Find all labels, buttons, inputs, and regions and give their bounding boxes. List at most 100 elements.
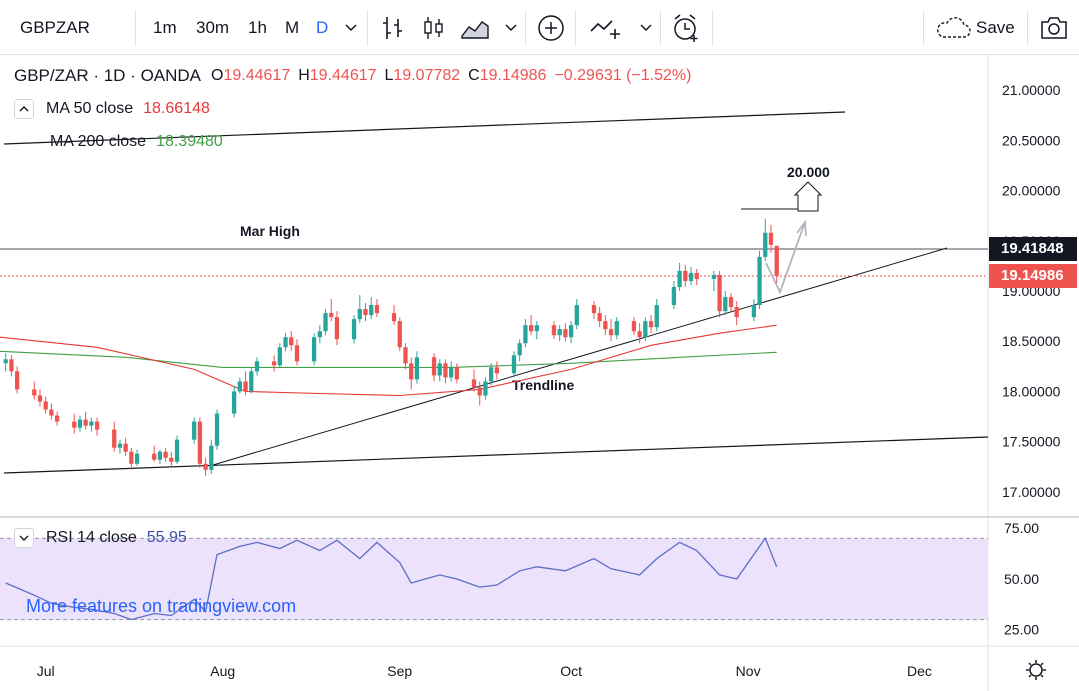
candle-up: [174, 439, 180, 462]
price-tick-label: 17.00000: [1002, 484, 1061, 500]
tradingview-link[interactable]: More features on tradingview.com: [26, 596, 297, 616]
toolbar-divider: [660, 10, 661, 46]
interval-1h-button[interactable]: 1h: [248, 17, 267, 37]
candle-up: [523, 325, 528, 344]
candle-down: [774, 245, 779, 276]
chevron-down-icon[interactable]: [640, 0, 652, 55]
rsi-axis[interactable]: 75.00 50.00 25.00: [1004, 520, 1039, 638]
rsi-legend[interactable]: RSI 14 close 55.95: [14, 528, 187, 548]
time-tick-label: Oct: [560, 663, 582, 679]
legend-change: −0.29631 (−1.52%): [554, 67, 692, 84]
trendline[interactable]: [212, 247, 948, 466]
time-tick-label: Aug: [210, 663, 235, 679]
chevron-down-icon[interactable]: [505, 0, 517, 55]
interval-30m-button[interactable]: 30m: [196, 17, 230, 37]
candle-down: [591, 305, 597, 314]
candle-up: [77, 419, 83, 428]
candle-up: [757, 256, 762, 306]
legend-high-label: H: [298, 67, 310, 84]
toolbar-divider: [712, 10, 713, 46]
legend-title: GBP/ZAR · 1D · OANDA: [14, 66, 202, 85]
alert-icon[interactable]: [671, 0, 701, 55]
price-tick-label: 20.50000: [1002, 132, 1061, 148]
candle-down: [597, 313, 602, 322]
bar-chart-icon[interactable]: [381, 0, 405, 55]
gear-icon[interactable]: [1026, 660, 1046, 680]
toolbar-divider: [923, 10, 924, 46]
compare-icon[interactable]: [589, 0, 623, 55]
candle-down: [409, 363, 414, 380]
candle-down: [443, 363, 448, 378]
candle-up: [677, 270, 682, 288]
candle-up: [437, 363, 442, 376]
candle-up: [483, 381, 488, 396]
candle-up: [232, 391, 237, 414]
candle-up: [311, 337, 317, 362]
candle-down: [477, 387, 482, 396]
ma50-legend[interactable]: MA 50 close 18.66148: [14, 99, 216, 119]
toolbar-divider: [525, 10, 526, 46]
chevron-down-icon[interactable]: [345, 0, 357, 55]
symbol-search-button[interactable]: GBPZAR: [20, 17, 90, 37]
candle-up: [517, 343, 522, 356]
candle-down: [49, 409, 54, 416]
candle-up: [89, 421, 94, 426]
cloud-save-icon[interactable]: [935, 0, 971, 55]
rsi-tick-label: 25.00: [1004, 622, 1039, 638]
camera-icon[interactable]: [1040, 0, 1068, 55]
time-tick-label: Dec: [907, 663, 932, 679]
price-tick-label: 21.00000: [1002, 82, 1061, 98]
candle-down: [329, 313, 334, 318]
target-arrow-icon: [793, 181, 823, 212]
candle-down: [551, 325, 557, 336]
interval-day-button[interactable]: D: [316, 17, 329, 37]
candle-up: [157, 451, 163, 460]
add-indicator-icon[interactable]: [537, 0, 565, 55]
toolbar-divider: [367, 10, 368, 46]
candle-down: [112, 429, 117, 448]
interval-1m-button[interactable]: 1m: [153, 17, 177, 37]
candle-up: [763, 232, 768, 257]
candle-down: [363, 309, 368, 316]
candle-down: [123, 443, 128, 452]
price-axis[interactable]: 21.0000020.5000020.0000019.5000019.00000…: [1002, 82, 1061, 500]
candle-chart-icon[interactable]: [422, 0, 446, 55]
candle-down: [72, 421, 77, 428]
price-tick-label: 18.50000: [1002, 333, 1061, 349]
candle-down: [374, 305, 380, 314]
chevron-up-icon: [19, 106, 29, 112]
last-price-tag: 19.14986: [989, 263, 1077, 288]
candle-up: [414, 357, 420, 380]
upper-channel-line[interactable]: [3, 111, 846, 145]
legend-close-label: C: [468, 67, 480, 84]
collapse-rsi-button[interactable]: [14, 528, 34, 548]
trendline-label: Trendline: [512, 377, 574, 393]
candle-down: [94, 421, 100, 430]
ma200-line: [0, 350, 777, 368]
area-chart-icon[interactable]: [460, 0, 490, 55]
rsi-label: RSI 14 close: [46, 529, 137, 546]
candle-down: [163, 451, 168, 458]
save-button[interactable]: Save: [976, 17, 1015, 37]
collapse-legend-button[interactable]: [14, 99, 34, 119]
candle-down: [728, 297, 734, 308]
candle-down: [734, 307, 739, 318]
candle-down: [471, 379, 477, 388]
time-axis[interactable]: Jul Aug Sep Oct Nov Dec: [37, 663, 932, 679]
candles: [3, 218, 779, 476]
candle-down: [243, 381, 248, 392]
rsi-tick-label: 75.00: [1004, 520, 1039, 536]
candle-down: [152, 453, 157, 460]
interval-month-button[interactable]: M: [285, 17, 300, 37]
ma200-legend[interactable]: MA 200 close 18.39480: [50, 133, 229, 151]
price-tick-label: 18.00000: [1002, 383, 1061, 399]
mar-high-label: Mar High: [240, 223, 300, 239]
lower-channel-line[interactable]: [3, 436, 989, 474]
price-chart[interactable]: 21.0000020.5000020.0000019.5000019.00000…: [0, 55, 1079, 691]
candle-down: [43, 401, 48, 410]
candle-up: [511, 355, 517, 374]
candle-down: [169, 457, 174, 462]
mar-high-price-tag: 19.41848: [989, 236, 1077, 261]
candle-down: [9, 359, 14, 372]
candle-up: [568, 325, 574, 338]
